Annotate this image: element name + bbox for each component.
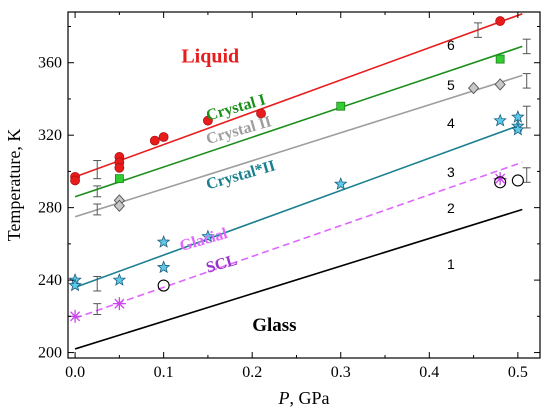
data-point-group <box>68 16 525 323</box>
square-point-0 <box>114 174 124 184</box>
line-group: 1 2 3 4 5 6 <box>74 13 523 350</box>
x-axis-title-unit: , GPa <box>290 388 330 408</box>
error-bar-3 <box>93 275 102 292</box>
y-tick-label: 320 <box>38 127 62 144</box>
phase-label-0: Liquid <box>181 46 239 68</box>
circle-point-1 <box>70 175 80 186</box>
diamond-point-3 <box>494 78 506 91</box>
x-axis-title: P, GPa <box>278 388 330 408</box>
line-number-4: 4 <box>447 115 455 131</box>
diamond-point-1 <box>113 199 125 213</box>
star-point-7 <box>493 113 507 127</box>
line-4 <box>74 74 523 218</box>
circle-point-4 <box>114 162 125 173</box>
line-number-3: 3 <box>447 164 455 180</box>
phase-label-4: Glacial <box>178 225 230 255</box>
star-point-5 <box>201 229 215 243</box>
error-bar-9 <box>522 167 531 183</box>
x-tick-label: 0.1 <box>154 364 174 381</box>
x-tick-label: 0.4 <box>419 364 439 381</box>
open-circle-point-1 <box>494 176 507 189</box>
line-number-2: 2 <box>447 200 455 216</box>
y-tick-label: 280 <box>38 200 62 217</box>
line-2 <box>74 161 523 319</box>
asterisk-stroke <box>70 311 81 322</box>
line-1 <box>74 208 523 350</box>
error-bar-0 <box>93 160 102 180</box>
phase-label-6: Glass <box>252 315 296 336</box>
tick-group <box>68 12 540 358</box>
asterisk-stroke <box>495 173 506 184</box>
error-bar-8 <box>522 105 531 129</box>
error-bar-7 <box>522 73 531 89</box>
circle-point-9 <box>495 16 506 26</box>
error-bar-4 <box>93 303 102 316</box>
x-tick-label: 0.2 <box>242 364 262 381</box>
plot-frame <box>67 11 541 359</box>
open-circle-point-0 <box>157 279 170 292</box>
error-bar-6 <box>522 38 531 55</box>
square-point-1 <box>336 101 346 111</box>
phase-label-5: SCL <box>204 252 239 277</box>
circle-point-6 <box>158 132 169 142</box>
phase-label-3: Crystal*II <box>204 157 277 193</box>
y-tick-label: 200 <box>38 345 62 362</box>
asterisk-stroke <box>114 298 125 309</box>
diamond-point-2 <box>467 81 480 95</box>
error-bar-1 <box>93 185 102 198</box>
line-number-6: 6 <box>447 37 455 53</box>
line-number-5: 5 <box>447 77 455 93</box>
y-tick-label: 360 <box>38 55 62 72</box>
x-tick-label: 0.3 <box>331 364 351 381</box>
asterisk-point-1 <box>112 297 126 311</box>
x-tick-label: 0.5 <box>508 364 528 381</box>
star-point-1 <box>68 278 82 292</box>
star-point-6 <box>333 176 348 190</box>
x-tick-label: 0.0 <box>65 364 85 381</box>
y-axis-title: Temperature, K <box>4 129 24 242</box>
line-5 <box>74 45 523 198</box>
line-number-1: 1 <box>447 256 455 272</box>
star-point-4 <box>156 260 171 274</box>
error-bar-group <box>93 22 531 316</box>
circle-point-5 <box>149 135 160 146</box>
error-bar-5 <box>474 22 483 38</box>
tick-label-group: 0.0 0.1 0.2 0.3 0.4 0.5 200 240 280 320 360 <box>38 55 528 381</box>
circle-point-8 <box>256 108 266 119</box>
asterisk-point-0 <box>68 309 82 323</box>
error-bar-2 <box>93 203 102 216</box>
star-point-3 <box>156 234 171 248</box>
open-circle-point-2 <box>511 174 524 187</box>
y-tick-label: 240 <box>38 272 62 289</box>
square-point-2 <box>495 54 505 64</box>
circle-point-7 <box>203 115 213 126</box>
line-6 <box>74 13 523 178</box>
x-axis-title-var: P <box>278 388 290 408</box>
star-point-2 <box>112 273 127 286</box>
star-point-10 <box>511 122 525 136</box>
line-3 <box>74 123 523 289</box>
